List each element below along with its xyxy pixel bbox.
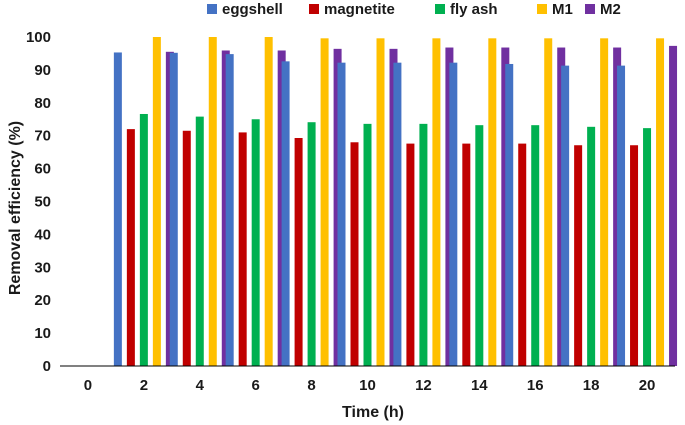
y-tick-label: 70 bbox=[34, 128, 51, 145]
y-axis-ticks: 0 10 20 30 40 50 60 70 80 90 100 bbox=[26, 29, 51, 375]
bar-magnetite bbox=[182, 130, 191, 366]
bar-magnetite bbox=[574, 145, 583, 366]
y-tick-label: 90 bbox=[34, 62, 51, 79]
bar-eggshell bbox=[449, 62, 458, 367]
legend-item: M2 bbox=[585, 1, 621, 18]
y-tick-label: 10 bbox=[34, 325, 51, 342]
bar-m1 bbox=[264, 37, 273, 366]
legend-swatch bbox=[207, 4, 217, 14]
bar-eggshell bbox=[169, 52, 178, 367]
bar-m2 bbox=[669, 45, 678, 367]
bar-magnetite bbox=[350, 142, 359, 366]
y-tick-label: 0 bbox=[43, 358, 51, 375]
legend-item: eggshell bbox=[207, 1, 283, 18]
bar-fly-ash bbox=[139, 113, 148, 367]
x-axis-ticks: 0 2 4 6 8 10 12 14 16 18 20 bbox=[84, 377, 656, 394]
legend-swatch bbox=[537, 4, 547, 14]
x-tick-label: 8 bbox=[307, 377, 315, 394]
bar-eggshell bbox=[281, 61, 290, 366]
y-tick-label: 50 bbox=[34, 194, 51, 211]
y-axis-title: Removal efficiency (%) bbox=[7, 121, 24, 295]
legend-swatch bbox=[309, 4, 319, 14]
x-tick-label: 4 bbox=[196, 377, 205, 394]
bar-magnetite bbox=[518, 143, 527, 366]
bar-eggshell bbox=[561, 65, 570, 367]
legend-swatch bbox=[585, 4, 595, 14]
bar-m1 bbox=[376, 38, 385, 366]
y-tick-label: 30 bbox=[34, 259, 51, 276]
bar-fly-ash bbox=[363, 123, 372, 366]
bar-magnetite bbox=[238, 132, 247, 366]
bar-magnetite bbox=[294, 138, 303, 366]
bar-fly-ash bbox=[307, 122, 316, 366]
bar-magnetite bbox=[462, 143, 471, 366]
legend-swatch bbox=[435, 4, 445, 14]
bar-eggshell bbox=[113, 52, 122, 366]
x-tick-label: 12 bbox=[415, 377, 432, 394]
y-tick-label: 20 bbox=[34, 292, 51, 309]
legend-item: M1 bbox=[537, 1, 573, 18]
bar-magnetite bbox=[630, 145, 639, 366]
bar-eggshell bbox=[225, 54, 234, 366]
x-tick-label: 14 bbox=[471, 377, 488, 394]
y-tick-label: 60 bbox=[34, 161, 51, 178]
legend-item: fly ash bbox=[435, 1, 498, 18]
y-tick-label: 40 bbox=[34, 226, 51, 243]
bars bbox=[113, 37, 678, 367]
bar-fly-ash bbox=[475, 125, 484, 366]
bar-m1 bbox=[152, 37, 161, 366]
bar-fly-ash bbox=[587, 126, 596, 366]
x-tick-label: 10 bbox=[359, 377, 376, 394]
bar-m1 bbox=[432, 38, 441, 366]
bar-eggshell bbox=[505, 63, 514, 367]
bar-magnetite bbox=[406, 143, 415, 366]
legend-label: magnetite bbox=[324, 1, 395, 18]
bar-eggshell bbox=[393, 62, 402, 367]
bar-m1 bbox=[208, 37, 217, 366]
legend-label: fly ash bbox=[450, 1, 498, 18]
bar-m1 bbox=[544, 38, 553, 366]
y-tick-label: 80 bbox=[34, 95, 51, 112]
bar-eggshell bbox=[617, 65, 626, 367]
legend-label: M1 bbox=[552, 1, 573, 18]
bar-fly-ash bbox=[419, 123, 428, 366]
legend-label: M2 bbox=[600, 1, 621, 18]
x-tick-label: 6 bbox=[252, 377, 260, 394]
bar-m1 bbox=[320, 38, 329, 366]
bar-m1 bbox=[488, 38, 497, 366]
x-tick-label: 16 bbox=[527, 377, 544, 394]
x-tick-label: 18 bbox=[583, 377, 600, 394]
bar-magnetite bbox=[126, 129, 135, 366]
legend-item: magnetite bbox=[309, 1, 395, 18]
chart-legend: eggshell magnetite fly ash M1 M2 bbox=[207, 1, 621, 18]
bar-m1 bbox=[600, 38, 609, 366]
legend-label: eggshell bbox=[222, 1, 283, 18]
bar-fly-ash bbox=[195, 116, 204, 366]
x-tick-label: 0 bbox=[84, 377, 92, 394]
y-tick-label: 100 bbox=[26, 29, 51, 46]
bar-m1 bbox=[656, 38, 665, 366]
x-axis-title: Time (h) bbox=[342, 404, 404, 421]
bar-fly-ash bbox=[643, 128, 652, 366]
bar-eggshell bbox=[337, 62, 346, 367]
bar-fly-ash bbox=[531, 125, 540, 366]
x-tick-label: 2 bbox=[140, 377, 148, 394]
x-tick-label: 20 bbox=[639, 377, 656, 394]
bar-fly-ash bbox=[251, 119, 260, 366]
